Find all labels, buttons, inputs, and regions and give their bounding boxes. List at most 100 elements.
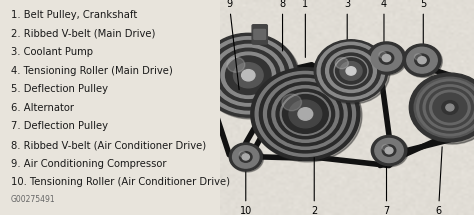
Circle shape [251,68,360,160]
Text: 8. Ribbed V-belt (Air Conditioner Drive): 8. Ribbed V-belt (Air Conditioner Drive) [11,140,206,150]
Text: 4. Tensioning Roller (Main Drive): 4. Tensioning Roller (Main Drive) [11,66,173,76]
Circle shape [239,152,252,162]
Text: 7. Deflection Pulley: 7. Deflection Pulley [11,121,108,132]
Circle shape [429,90,470,125]
Circle shape [289,100,322,128]
Circle shape [414,77,474,138]
Circle shape [289,100,322,128]
Circle shape [427,88,474,127]
Circle shape [235,64,262,87]
Circle shape [414,54,422,60]
Circle shape [227,57,245,72]
Circle shape [375,138,403,163]
Circle shape [338,60,364,82]
Text: 1. Belt Pulley, Crankshaft: 1. Belt Pulley, Crankshaft [11,10,137,20]
Circle shape [316,41,390,104]
Text: 6: 6 [436,147,442,215]
Circle shape [417,79,474,136]
Circle shape [230,60,266,91]
Circle shape [423,85,474,130]
Circle shape [373,137,408,167]
Circle shape [282,94,301,111]
Text: 3. Coolant Pump: 3. Coolant Pump [11,47,93,57]
Circle shape [234,63,263,88]
Text: 5: 5 [420,0,427,49]
Circle shape [226,56,271,95]
Circle shape [233,146,259,168]
Circle shape [228,58,269,93]
FancyBboxPatch shape [252,25,267,44]
Circle shape [446,104,454,111]
Circle shape [403,44,441,76]
Text: 9. Air Conditioning Compressor: 9. Air Conditioning Compressor [11,159,166,169]
Text: 5. Deflection Pulley: 5. Deflection Pulley [11,84,108,94]
Circle shape [268,82,343,146]
Circle shape [253,69,362,162]
Circle shape [404,45,442,77]
Circle shape [239,151,246,157]
Text: G00275491: G00275491 [11,195,55,204]
Circle shape [383,54,391,62]
Circle shape [314,40,388,102]
Circle shape [301,111,310,117]
Circle shape [407,47,437,73]
Circle shape [385,147,393,154]
FancyBboxPatch shape [254,29,265,39]
Circle shape [297,107,314,121]
Text: 2. Ribbed V-belt (Main Drive): 2. Ribbed V-belt (Main Drive) [11,28,155,38]
Circle shape [284,96,326,132]
Circle shape [264,78,347,149]
Circle shape [371,45,402,71]
Circle shape [415,54,429,66]
Text: 6. Alternator: 6. Alternator [11,103,74,113]
Text: 7: 7 [383,149,390,215]
Circle shape [418,57,426,64]
Circle shape [340,61,362,80]
Circle shape [221,52,275,98]
Circle shape [336,58,366,84]
Circle shape [346,67,356,75]
Circle shape [272,86,339,142]
Circle shape [259,75,351,153]
Text: 9: 9 [226,0,239,90]
Text: 2: 2 [311,158,318,215]
Text: 8: 8 [280,0,286,51]
Circle shape [412,75,474,144]
Circle shape [242,154,249,160]
Text: 10: 10 [240,149,252,215]
Circle shape [442,101,458,114]
Text: 10. Tensioning Roller (Air Conditioner Drive): 10. Tensioning Roller (Air Conditioner D… [11,177,230,187]
Circle shape [343,64,359,78]
Circle shape [255,71,356,157]
Circle shape [229,143,262,171]
Text: 4: 4 [381,0,387,47]
Circle shape [379,52,394,64]
Circle shape [207,41,289,110]
Circle shape [382,144,389,150]
Circle shape [212,44,285,106]
Circle shape [244,71,253,79]
Circle shape [321,46,381,96]
Circle shape [369,43,407,75]
Circle shape [199,33,298,117]
Circle shape [201,35,300,119]
Circle shape [317,42,385,100]
Circle shape [330,53,372,89]
Circle shape [367,42,406,74]
Text: 1: 1 [302,0,309,57]
Circle shape [230,144,264,172]
Circle shape [371,135,407,166]
Circle shape [383,145,396,156]
Circle shape [242,70,255,81]
Circle shape [217,48,280,102]
Circle shape [239,68,257,83]
Circle shape [420,82,474,133]
Circle shape [293,103,318,124]
Circle shape [335,58,348,69]
Circle shape [283,95,328,133]
Circle shape [298,108,313,120]
Circle shape [433,93,467,122]
Text: 3: 3 [344,0,350,55]
Circle shape [276,89,335,139]
Circle shape [334,57,368,85]
